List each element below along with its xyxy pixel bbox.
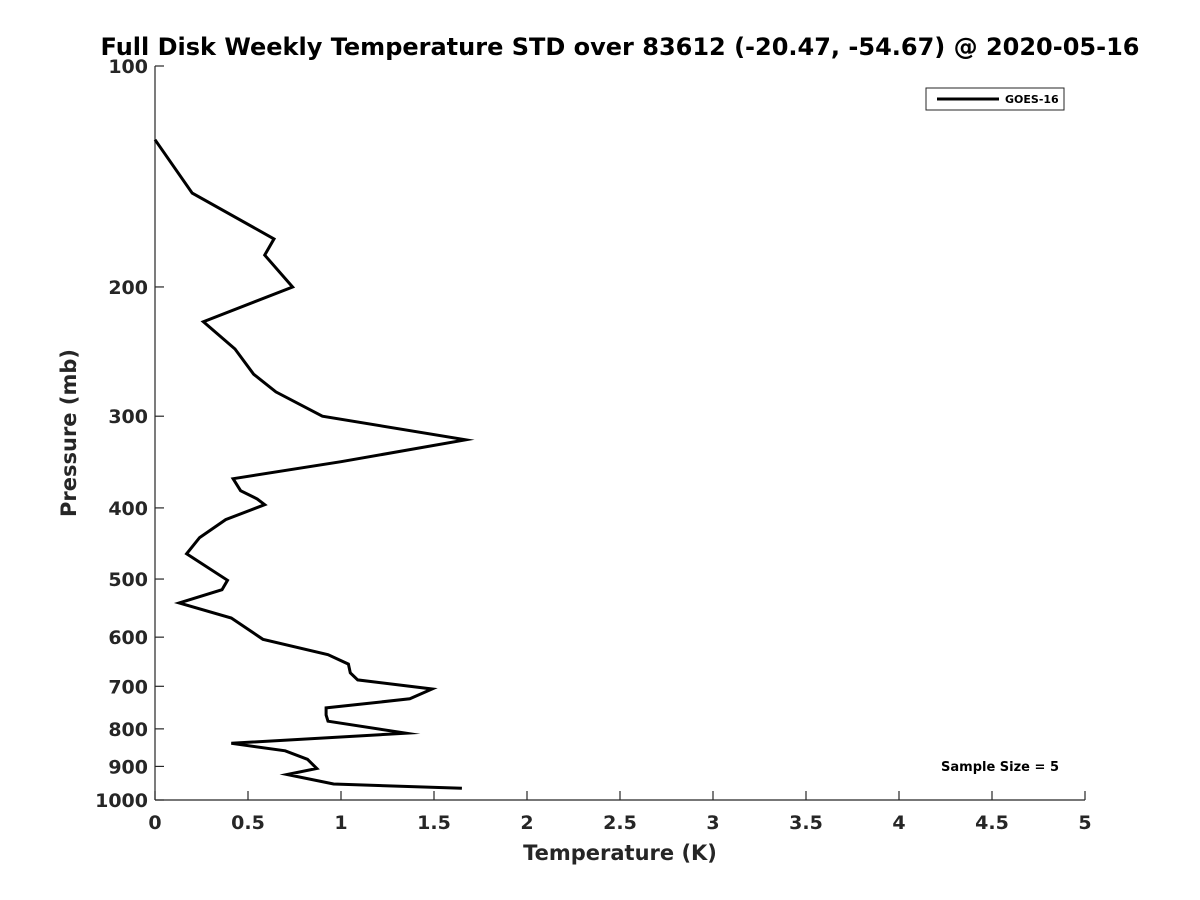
plot-area xyxy=(154,66,1085,801)
x-tick-label: 0 xyxy=(148,812,161,834)
y-tick-label: 100 xyxy=(108,56,148,78)
y-tick-label: 700 xyxy=(108,676,148,698)
legend: GOES-16 xyxy=(925,87,1065,111)
x-tick-label: 3 xyxy=(706,812,719,834)
y-tick-label: 800 xyxy=(108,719,148,741)
y-tick-label: 600 xyxy=(108,627,148,649)
x-tick-label: 5 xyxy=(1078,812,1091,834)
chart-title: Full Disk Weekly Temperature STD over 83… xyxy=(101,33,1140,61)
y-tick-label: 1000 xyxy=(95,790,148,812)
x-tick-label: 2.5 xyxy=(603,812,637,834)
y-tick-label: 400 xyxy=(108,498,148,520)
y-tick-label: 300 xyxy=(108,406,148,428)
y-axis-label: Pressure (mb) xyxy=(57,349,81,517)
x-tick-label: 2 xyxy=(520,812,533,834)
x-tick-label: 0.5 xyxy=(231,812,265,834)
sample-size-annotation: Sample Size = 5 xyxy=(941,760,1059,775)
y-tick-label: 200 xyxy=(108,277,148,299)
x-tick-label: 4 xyxy=(892,812,905,834)
y-axis-ticks: 100 200 300 400 500 600 700 800 900 1000 xyxy=(95,56,164,812)
x-axis-ticks: 0 0.5 1 1.5 2 2.5 3 3.5 4 4.5 5 xyxy=(148,791,1092,834)
x-tick-label: 1 xyxy=(334,812,347,834)
x-tick-label: 3.5 xyxy=(789,812,823,834)
x-tick-label: 1.5 xyxy=(417,812,451,834)
legend-entry-goes-16: GOES-16 xyxy=(1005,93,1059,106)
series-layer xyxy=(153,138,475,790)
x-tick-label: 4.5 xyxy=(975,812,1009,834)
series-line-goes-16 xyxy=(153,138,475,790)
y-tick-label: 500 xyxy=(108,569,148,591)
y-tick-label: 900 xyxy=(108,756,148,778)
x-axis-label: Temperature (K) xyxy=(523,841,717,865)
